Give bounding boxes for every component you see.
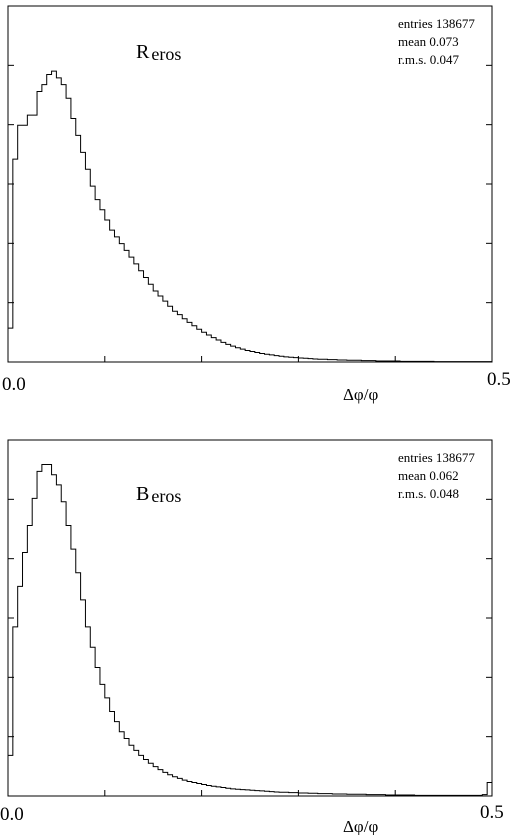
x-axis-label: Δφ/φ <box>343 385 378 404</box>
x-axis-ticks <box>104 790 396 796</box>
histogram-line <box>7 70 492 363</box>
x-axis-label: Δφ/φ <box>343 817 378 835</box>
histogram-line <box>7 464 492 796</box>
stats-entries: entries 138677 <box>398 16 475 31</box>
stats-rms: r.m.s. 0.048 <box>398 486 459 501</box>
stats-mean: mean 0.073 <box>398 34 459 49</box>
x-axis-ticks <box>104 356 396 362</box>
x-tick-label-min: 0.0 <box>0 804 24 825</box>
stats-mean: mean 0.062 <box>398 468 459 483</box>
y-axis-ticks <box>8 498 492 738</box>
x-tick-label-max: 0.5 <box>480 802 504 823</box>
y-axis-ticks <box>8 64 492 304</box>
x-tick-label-min: 0.0 <box>2 374 26 395</box>
stats-rms: r.m.s. 0.047 <box>398 52 460 67</box>
x-tick-label-max: 0.5 <box>487 369 511 390</box>
stats-entries: entries 138677 <box>398 450 475 465</box>
